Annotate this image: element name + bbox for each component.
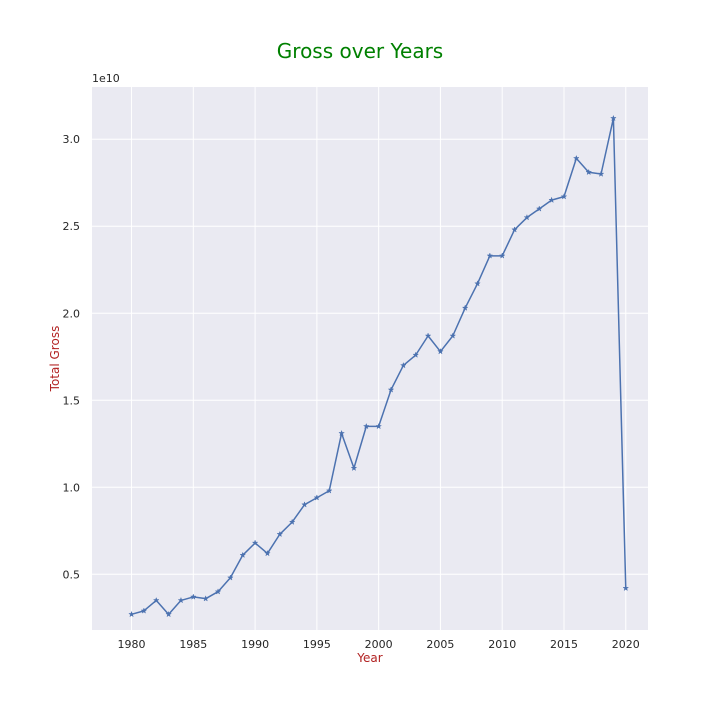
data-point xyxy=(474,280,481,287)
data-point xyxy=(461,304,469,311)
x-tick-label: 1995 xyxy=(303,638,331,651)
data-point xyxy=(572,154,580,162)
data-point xyxy=(498,252,506,259)
y-axis-label: Total Gross xyxy=(48,326,62,393)
y-tick-label: 1.0 xyxy=(63,481,81,494)
data-point xyxy=(535,205,543,212)
data-point xyxy=(350,464,358,472)
series xyxy=(128,114,630,618)
data-point xyxy=(338,429,345,437)
data-point xyxy=(597,170,605,177)
grid xyxy=(92,87,648,630)
x-axis-label: Year xyxy=(356,651,382,665)
data-point xyxy=(251,539,259,546)
data-point xyxy=(288,518,296,525)
y-tick-label: 0.5 xyxy=(63,568,81,581)
data-point xyxy=(412,351,420,358)
x-tick-label: 1990 xyxy=(241,638,269,651)
data-point xyxy=(264,549,271,557)
x-tick-label: 2000 xyxy=(365,638,393,651)
data-point xyxy=(128,610,135,618)
data-point xyxy=(399,361,407,369)
plot-area xyxy=(92,87,648,630)
data-point xyxy=(325,487,333,494)
data-point xyxy=(437,347,444,355)
data-point xyxy=(313,494,321,501)
chart-title: Gross over Years xyxy=(277,39,443,63)
data-point xyxy=(301,501,308,508)
data-point xyxy=(424,332,432,339)
x-tick-label: 2015 xyxy=(550,638,578,651)
data-point xyxy=(202,595,210,602)
data-point xyxy=(622,584,630,592)
data-point xyxy=(609,114,617,122)
x-tick-label: 2010 xyxy=(488,638,516,651)
data-point xyxy=(560,193,568,200)
data-point xyxy=(177,596,185,604)
y-tick-label: 2.0 xyxy=(63,307,81,320)
data-point xyxy=(585,168,593,176)
data-point xyxy=(449,332,457,339)
data-point xyxy=(226,574,234,581)
data-point xyxy=(362,422,370,430)
x-tick-label: 1980 xyxy=(118,638,146,651)
x-tick-label: 2005 xyxy=(426,638,454,651)
data-point xyxy=(189,593,197,600)
data-point xyxy=(140,607,148,614)
y-axis-multiplier: 1e10 xyxy=(92,72,120,85)
data-point xyxy=(387,386,395,393)
y-tick-label: 1.5 xyxy=(63,394,81,407)
data-point xyxy=(375,422,383,430)
x-tick-label: 1985 xyxy=(179,638,207,651)
data-point xyxy=(214,588,222,595)
data-point xyxy=(239,551,247,559)
data-point xyxy=(165,610,173,618)
data-point xyxy=(486,252,494,259)
data-point xyxy=(548,196,556,204)
ticks: 1980 1985 1990 1995 2000 2005 2010 2015 2020 0.5 1… xyxy=(63,133,640,651)
data-point xyxy=(152,596,160,604)
data-point xyxy=(523,213,531,221)
data-point xyxy=(276,530,284,538)
x-tick-label: 2020 xyxy=(612,638,640,651)
data-point xyxy=(511,226,518,233)
y-tick-label: 2.5 xyxy=(63,220,81,233)
y-tick-label: 3.0 xyxy=(63,133,81,146)
